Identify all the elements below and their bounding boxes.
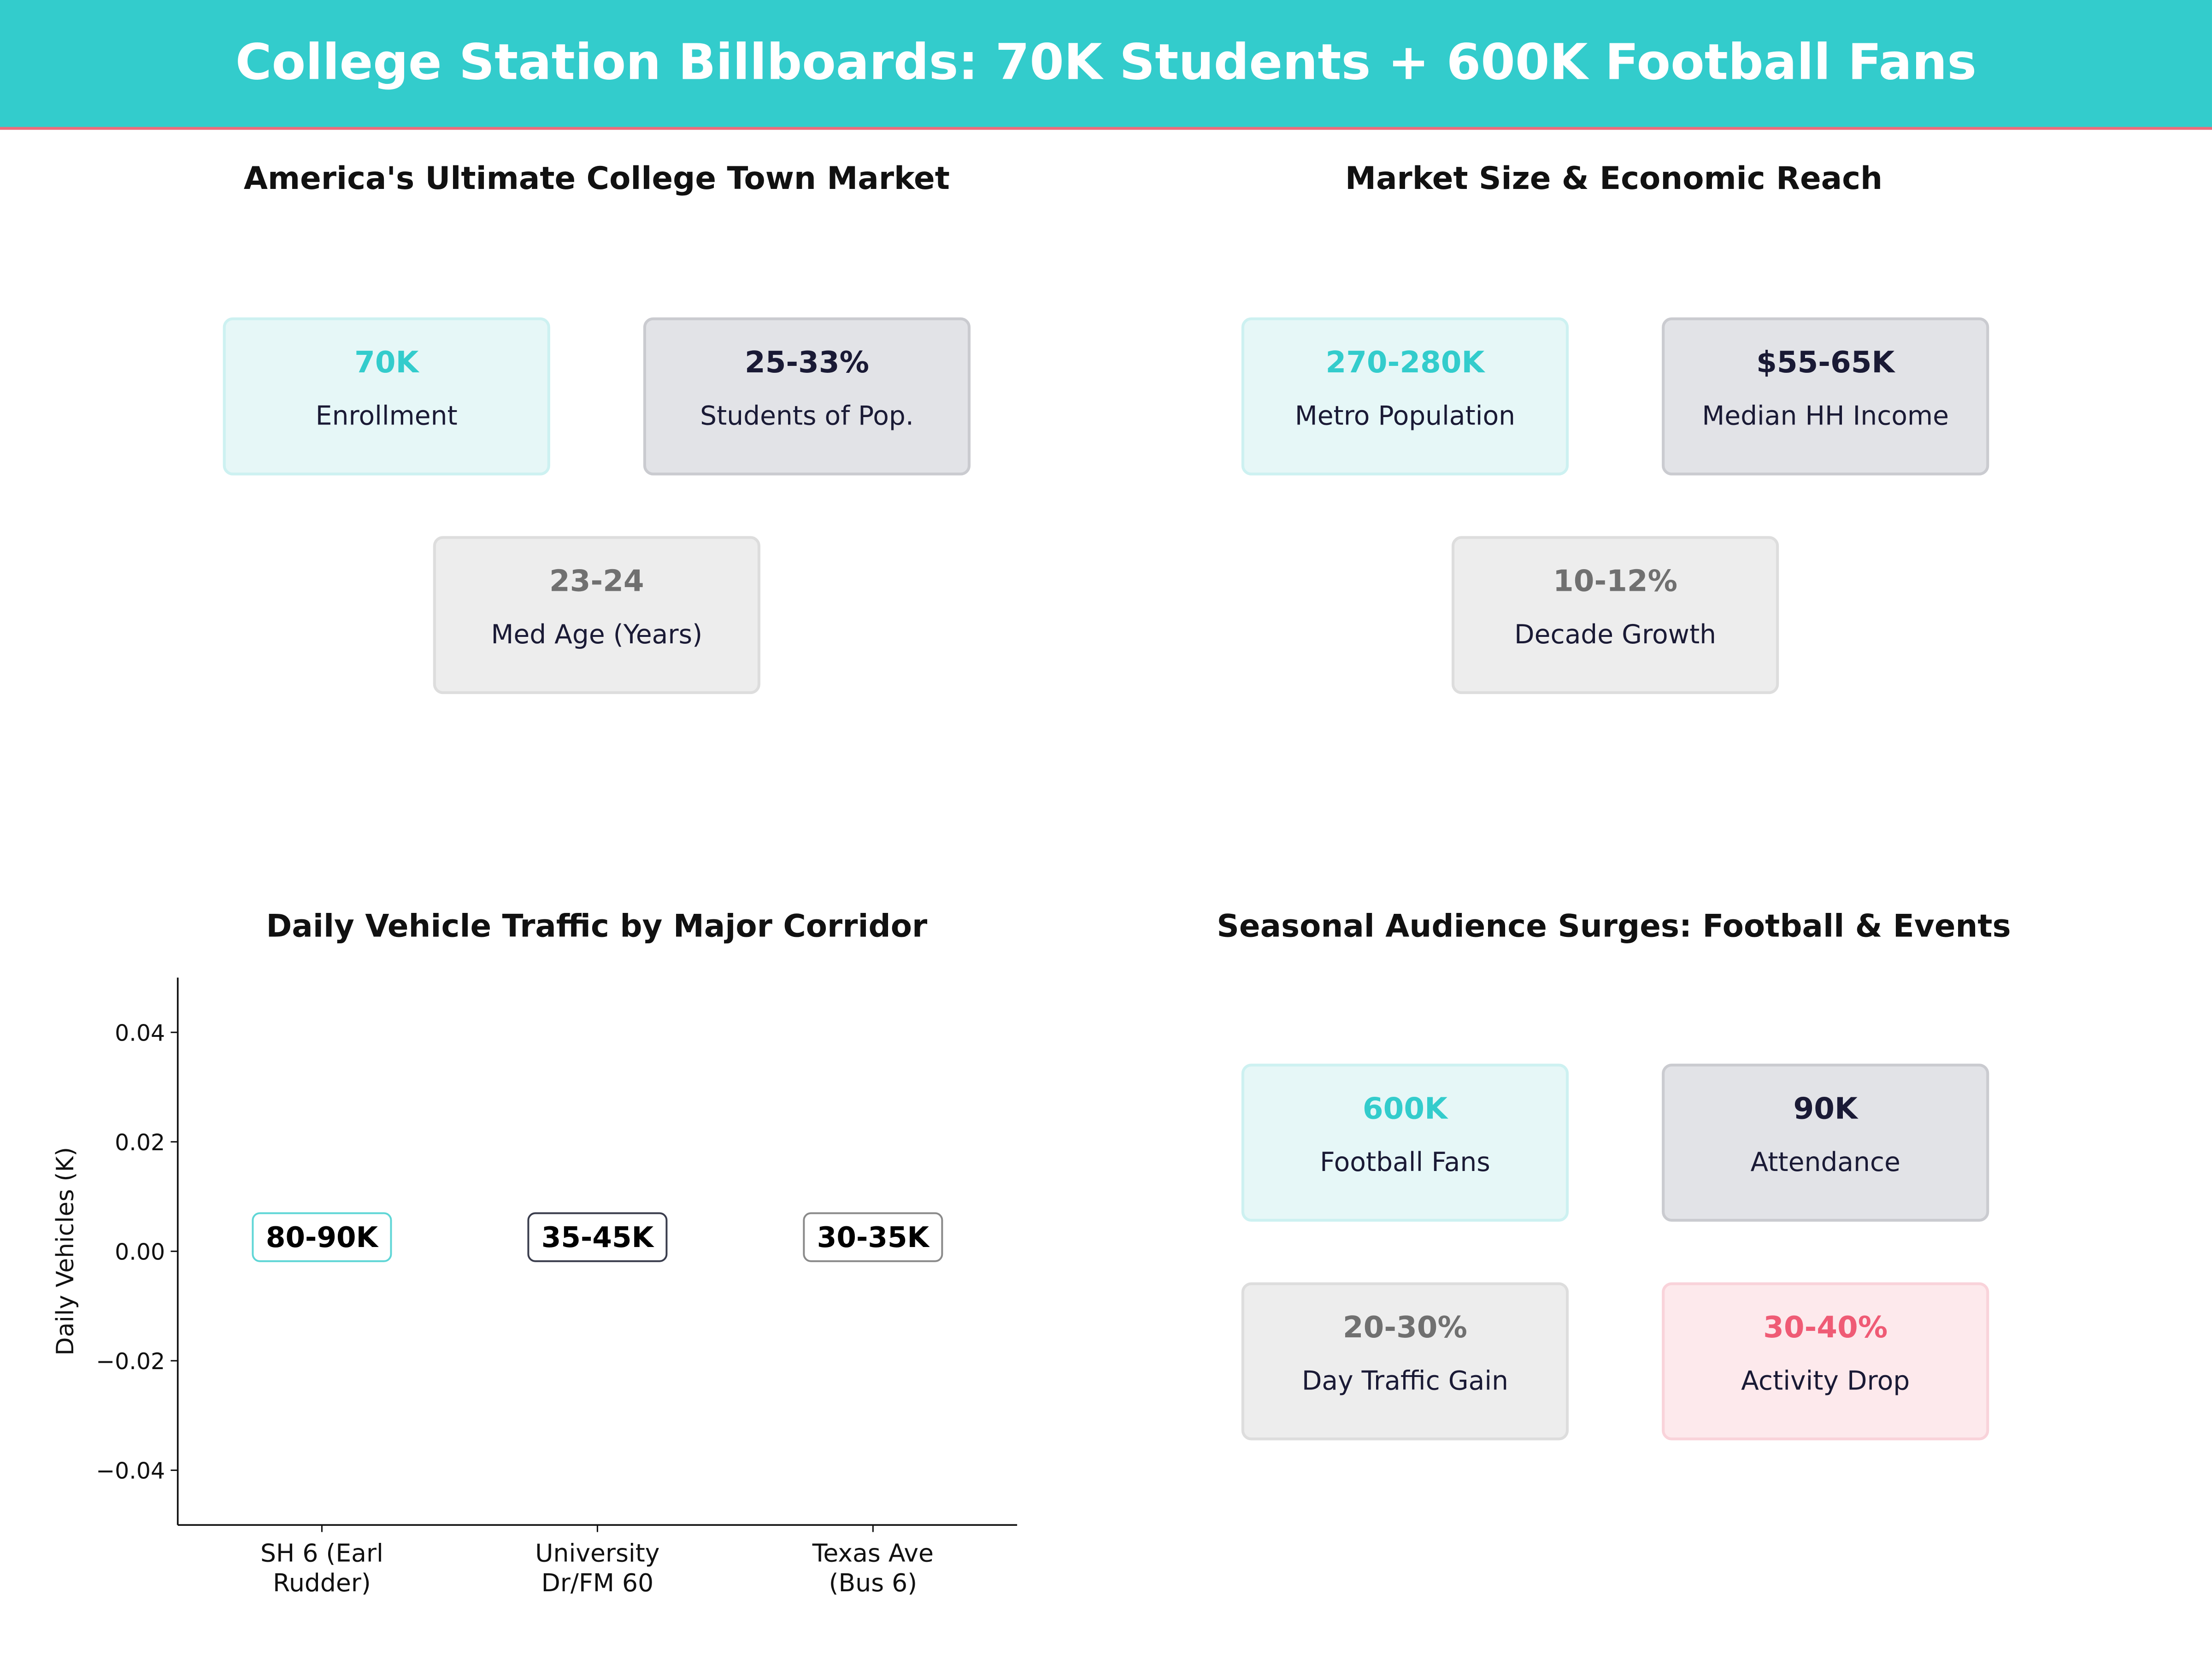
stat-card-growth: 10-12% Decade Growth [1451, 536, 1779, 694]
data-label-box [803, 1212, 943, 1262]
stat-label: Attendance [1750, 1148, 1900, 1178]
y-tick-label: 0.02 [115, 1130, 165, 1156]
y-axis-label: Daily Vehicles (K) [52, 1147, 79, 1356]
stat-card-metro-population: 270-280K Metro Population [1241, 317, 1569, 476]
stat-card-activity-drop: 30-40% Activity Drop [1662, 1282, 1989, 1441]
stat-card-income: $55-65K Median HH Income [1662, 317, 1989, 476]
stat-label: Med Age (Years) [491, 620, 703, 651]
x-tick-label: SH 6 (Earl [260, 1539, 383, 1568]
x-tick-label: (Bus 6) [829, 1568, 918, 1597]
x-tick-label: University [535, 1539, 659, 1568]
panel-title-seasonal: Seasonal Audience Surges: Football & Eve… [1217, 910, 2011, 946]
stat-value: 10-12% [1553, 564, 1678, 598]
data-label: 30-35K [817, 1221, 930, 1254]
stat-card-traffic-gain: 20-30% Day Traffic Gain [1241, 1282, 1569, 1441]
stat-label: Football Fans [1320, 1148, 1490, 1178]
data-label: 35-45K [541, 1221, 655, 1254]
x-tick-label: Dr/FM 60 [541, 1568, 654, 1597]
data-label: 80-90K [266, 1221, 379, 1254]
stat-card-football-fans: 600K Football Fans [1241, 1064, 1569, 1222]
x-tick-label: Texas Ave [812, 1539, 934, 1568]
y-tick-label: −0.04 [96, 1458, 165, 1484]
data-label-box [527, 1212, 668, 1262]
stat-value: 30-40% [1763, 1310, 1888, 1345]
y-tick-label: 0.00 [115, 1239, 165, 1265]
header-banner: College Station Billboards: 70K Students… [0, 0, 2212, 130]
stat-label: Activity Drop [1741, 1367, 1910, 1397]
y-tick-label: −0.02 [96, 1348, 165, 1375]
stat-label: Decade Growth [1514, 620, 1717, 651]
panel-title-college: America's Ultimate College Town Market [243, 162, 950, 198]
stat-value: 70K [354, 345, 419, 380]
page-title: College Station Billboards: 70K Students… [235, 35, 1977, 92]
stat-value: 23-24 [549, 564, 644, 598]
x-tick-label: Rudder) [273, 1568, 371, 1597]
stat-value: 600K [1362, 1092, 1447, 1126]
chart-title: Daily Vehicle Traffic by Major Corridor [266, 910, 928, 946]
stat-value: 25-33% [744, 345, 870, 380]
stat-value: 90K [1793, 1092, 1858, 1126]
stat-value: 20-30% [1342, 1310, 1467, 1345]
stat-label: Metro Population [1294, 402, 1516, 432]
stat-label: Day Traffic Gain [1301, 1367, 1509, 1397]
stat-label: Enrollment [315, 402, 458, 432]
stat-value: 270-280K [1325, 345, 1485, 380]
stat-card-enrollment: 70K Enrollment [223, 317, 550, 476]
y-tick-label: 0.04 [115, 1020, 165, 1047]
stat-value: $55-65K [1756, 345, 1895, 380]
stat-card-attendance: 90K Attendance [1662, 1064, 1989, 1222]
stat-card-students-share: 25-33% Students of Pop. [643, 317, 971, 476]
stat-card-median-age: 23-24 Med Age (Years) [433, 536, 760, 694]
data-label-box [252, 1212, 392, 1262]
stat-label: Students of Pop. [700, 402, 914, 432]
panel-title-market: Market Size & Economic Reach [1345, 162, 1883, 198]
stat-label: Median HH Income [1702, 402, 1949, 432]
